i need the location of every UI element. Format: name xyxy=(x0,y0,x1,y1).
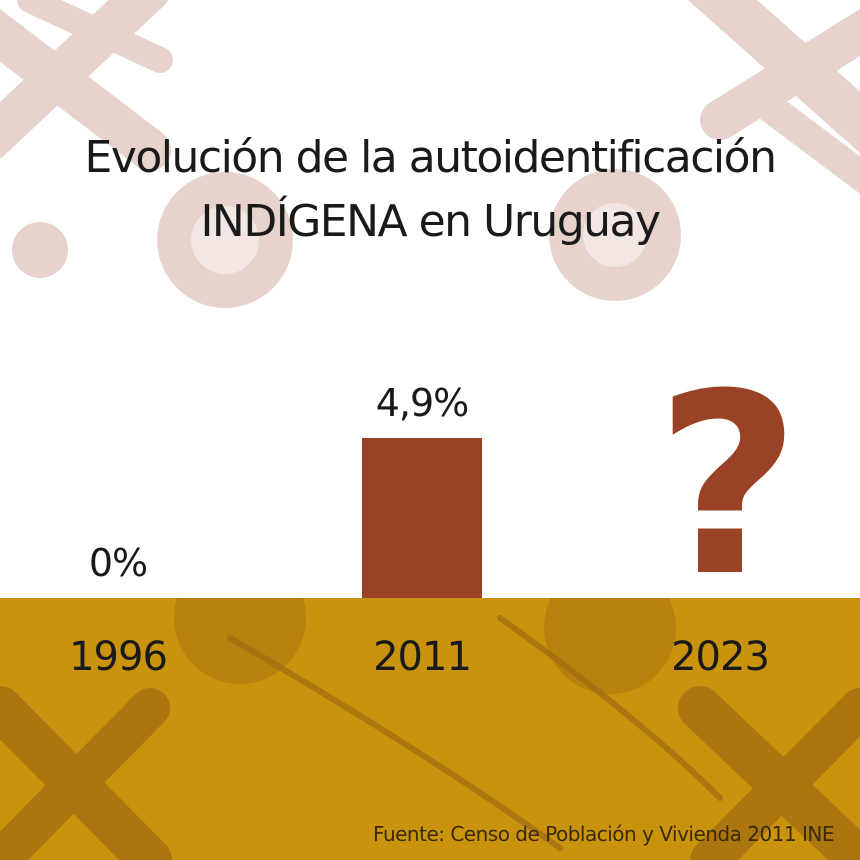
chart-title-line-2: INDÍGENA en Uruguay xyxy=(200,196,661,247)
deco-stroke xyxy=(690,688,860,860)
deco-stroke xyxy=(0,688,170,860)
background-decoration xyxy=(0,0,860,308)
category-label-2011: 2011 xyxy=(373,634,471,680)
deco-circle xyxy=(157,172,293,308)
deco-stroke xyxy=(745,85,860,194)
category-label-2023: 2023 xyxy=(671,634,769,680)
deco-circle xyxy=(12,222,68,278)
deco-hole xyxy=(191,206,259,274)
deco-hole xyxy=(583,203,647,267)
value-label-2011: 4,9% xyxy=(376,381,469,425)
unknown-value-mark-2023: ? xyxy=(655,340,800,631)
deco-arc xyxy=(497,615,723,801)
bar-2011 xyxy=(362,438,482,598)
ground-decoration xyxy=(0,598,860,860)
deco-circle xyxy=(549,169,681,301)
deco-arc xyxy=(227,635,563,851)
chart-title-line-1: Evolución de la autoidentificación xyxy=(84,132,777,183)
category-label-1996: 1996 xyxy=(69,634,167,680)
deco-circle xyxy=(544,598,676,694)
source-note: Fuente: Censo de Población y Vivienda 20… xyxy=(373,822,834,846)
deco-stroke xyxy=(17,0,173,73)
value-label-1996: 0% xyxy=(89,541,147,585)
deco-stroke xyxy=(0,0,169,159)
